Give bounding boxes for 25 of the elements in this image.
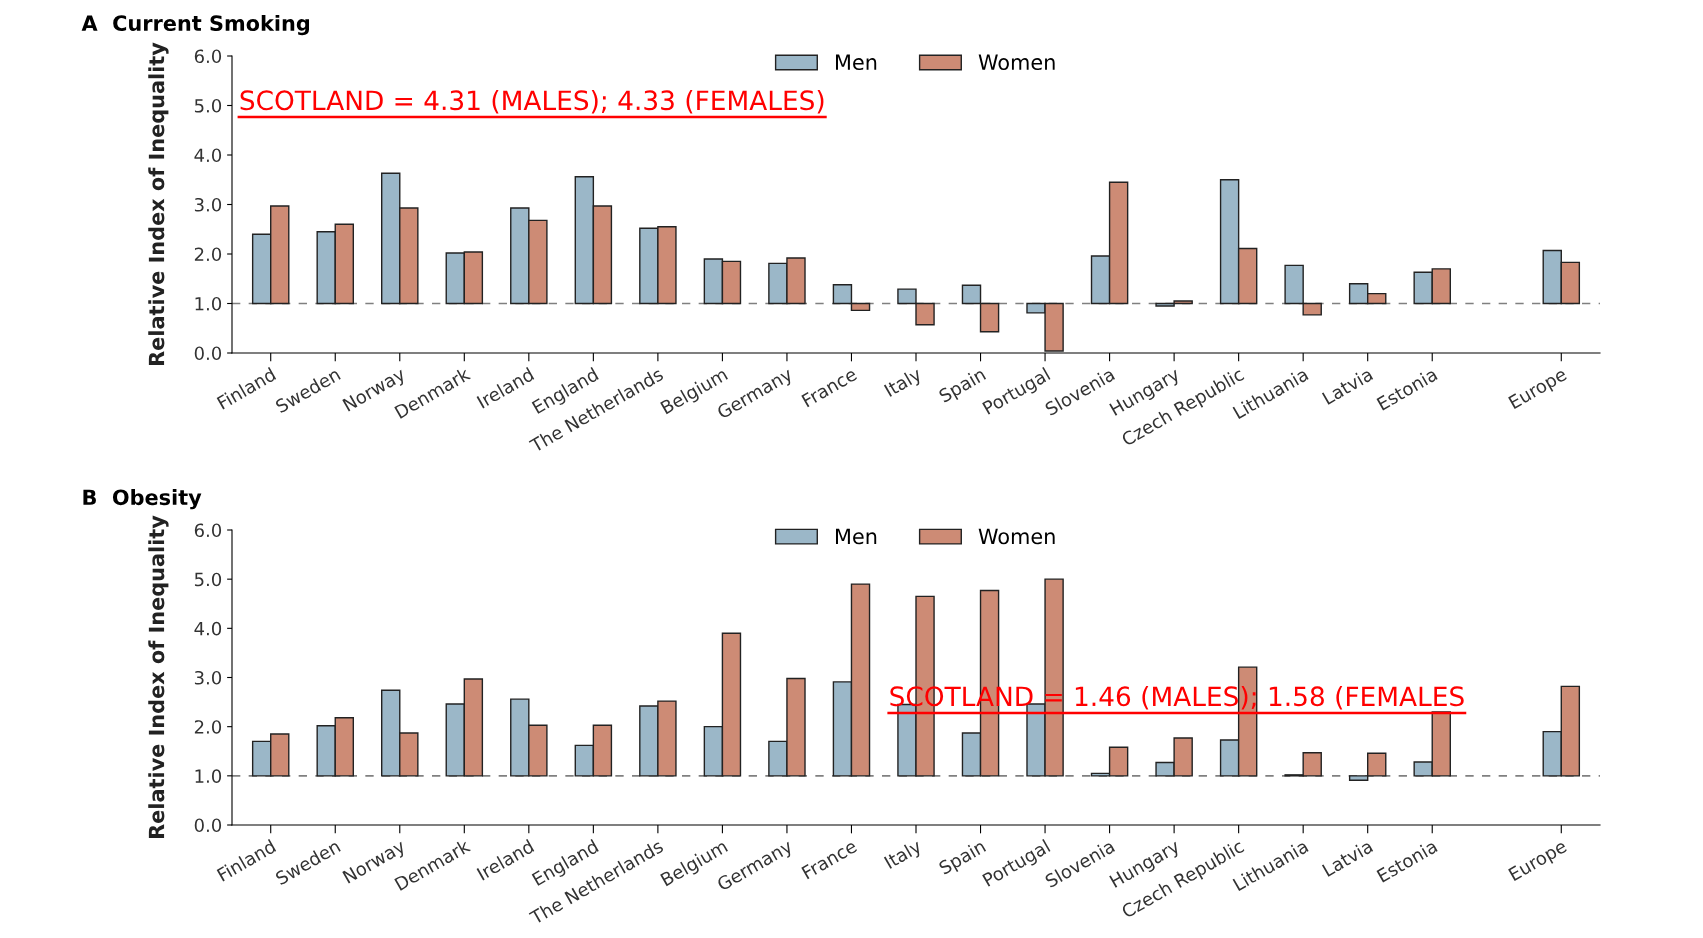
y-tick-label: 0.0 — [194, 818, 222, 833]
legend-label: Men — [835, 54, 877, 71]
y-tick-label: 5.0 — [194, 572, 222, 587]
chart-title: A Current Smoking — [81, 14, 310, 36]
y-tick-label: 3.0 — [194, 670, 222, 685]
x-tick-label: Italy — [883, 838, 925, 873]
y-axis-title: Relative Index of Inequality — [148, 515, 169, 838]
annotation: SCOTLAND = 4.31 (MALES); 4.33 (FEMALES) — [240, 89, 824, 114]
y-tick-label: 1.0 — [195, 296, 222, 311]
legend-label: Men — [835, 528, 877, 545]
y-axis-title: Relative Index of Inequality — [148, 42, 169, 365]
y-tick-label: 1.0 — [195, 769, 222, 783]
y-tick-label: 0.0 — [194, 346, 222, 361]
legend-label: Women — [978, 54, 1055, 71]
x-tick-label: Italy — [883, 366, 925, 401]
y-tick-label: 2.0 — [194, 720, 222, 734]
y-tick-label: 3.0 — [194, 197, 222, 212]
chart-title: B Obesity — [83, 489, 202, 510]
y-tick-label: 4.0 — [194, 621, 222, 636]
y-tick-label: 5.0 — [194, 98, 222, 113]
y-tick-label: 2.0 — [194, 247, 222, 262]
y-tick-label: 6.0 — [194, 523, 222, 538]
legend-label: Women — [978, 528, 1055, 545]
y-tick-label: 6.0 — [194, 49, 222, 64]
y-tick-label: 4.0 — [194, 148, 222, 163]
